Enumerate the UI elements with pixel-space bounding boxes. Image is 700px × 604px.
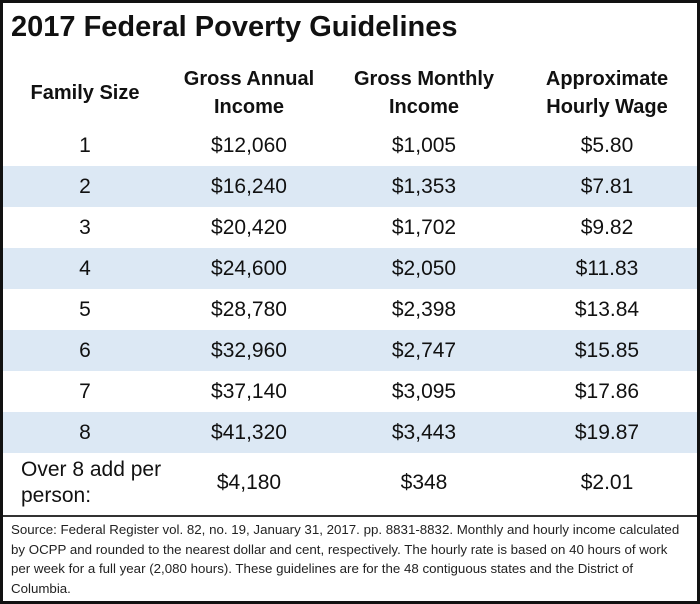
table-cell: $1,702 <box>391 215 457 239</box>
table-cell: $9.82 <box>580 215 634 239</box>
table-cell: $24,600 <box>167 248 331 289</box>
table-cell: $7.81 <box>517 166 697 207</box>
table-row: 2 $16,240 $1,353 $7.81 <box>3 166 697 207</box>
source-note: Source: Federal Register vol. 82, no. 19… <box>11 522 680 596</box>
table-cell: $19.87 <box>517 412 697 453</box>
column-header: Gross Monthly Income <box>353 68 494 118</box>
table-body: 1 $12,060 $1,005 $5.80 2 $16,240 $1,353 $7.81 3 $… <box>3 125 697 513</box>
table-cell: $20,420 <box>211 215 287 239</box>
table-cell: $1,353 <box>331 166 517 207</box>
table-cell: $15.85 <box>517 330 697 371</box>
table-cell: $41,320 <box>167 412 331 453</box>
table-row: 6 $32,960 $2,747 $15.85 <box>3 330 697 371</box>
table-cell: 1 <box>79 133 91 157</box>
table-cell: $2,747 <box>331 330 517 371</box>
title: 2017 Federal Poverty Guidelines <box>11 11 458 43</box>
table-cell: $3,095 <box>391 379 457 403</box>
table-row: Over 8 add per person: $4,180 $348 $2.01 <box>3 453 697 513</box>
table-cell: $16,240 <box>167 166 331 207</box>
divider <box>3 515 697 517</box>
table-cell: 6 <box>3 330 167 371</box>
table-cell: 3 <box>79 215 91 239</box>
table-row: 3 $20,420 $1,702 $9.82 <box>3 207 697 248</box>
table-row: 1 $12,060 $1,005 $5.80 <box>3 125 697 166</box>
table-row: 7 $37,140 $3,095 $17.86 <box>3 371 697 412</box>
table-cell: 4 <box>3 248 167 289</box>
table-cell: 5 <box>79 297 91 321</box>
table-cell: $12,060 <box>211 133 287 157</box>
poverty-table: Family Size Gross Annual Income Gross Mont… <box>3 61 697 513</box>
table-cell: $4,180 <box>216 471 282 494</box>
table-cell: $2,050 <box>331 248 517 289</box>
table-cell: $1,005 <box>391 133 457 157</box>
table-cell: $5.80 <box>580 133 634 157</box>
table-cell: $348 <box>400 471 448 494</box>
header-row: Family Size Gross Annual Income Gross Mont… <box>3 61 697 125</box>
column-header: Gross Annual Income <box>183 68 315 118</box>
table-cell: 2 <box>3 166 167 207</box>
table-cell: Over 8 add per person: <box>21 458 162 507</box>
table-row: 4 $24,600 $2,050 $11.83 <box>3 248 697 289</box>
table-cell: 8 <box>3 412 167 453</box>
table-cell: $37,140 <box>211 379 287 403</box>
table-cell: $28,780 <box>211 297 287 321</box>
table-cell: $11.83 <box>517 248 697 289</box>
table-cell: $2,398 <box>391 297 457 321</box>
table-cell: $3,443 <box>331 412 517 453</box>
table-cell: $2.01 <box>580 471 634 494</box>
table-cell: $17.86 <box>574 379 640 403</box>
column-header: Approximate Hourly Wage <box>545 68 669 118</box>
table-cell: $13.84 <box>574 297 640 321</box>
table-cell: $32,960 <box>167 330 331 371</box>
table-row: 8 $41,320 $3,443 $19.87 <box>3 412 697 453</box>
table-row: 5 $28,780 $2,398 $13.84 <box>3 289 697 330</box>
table-cell: 7 <box>79 379 91 403</box>
column-header: Family Size <box>30 82 140 104</box>
